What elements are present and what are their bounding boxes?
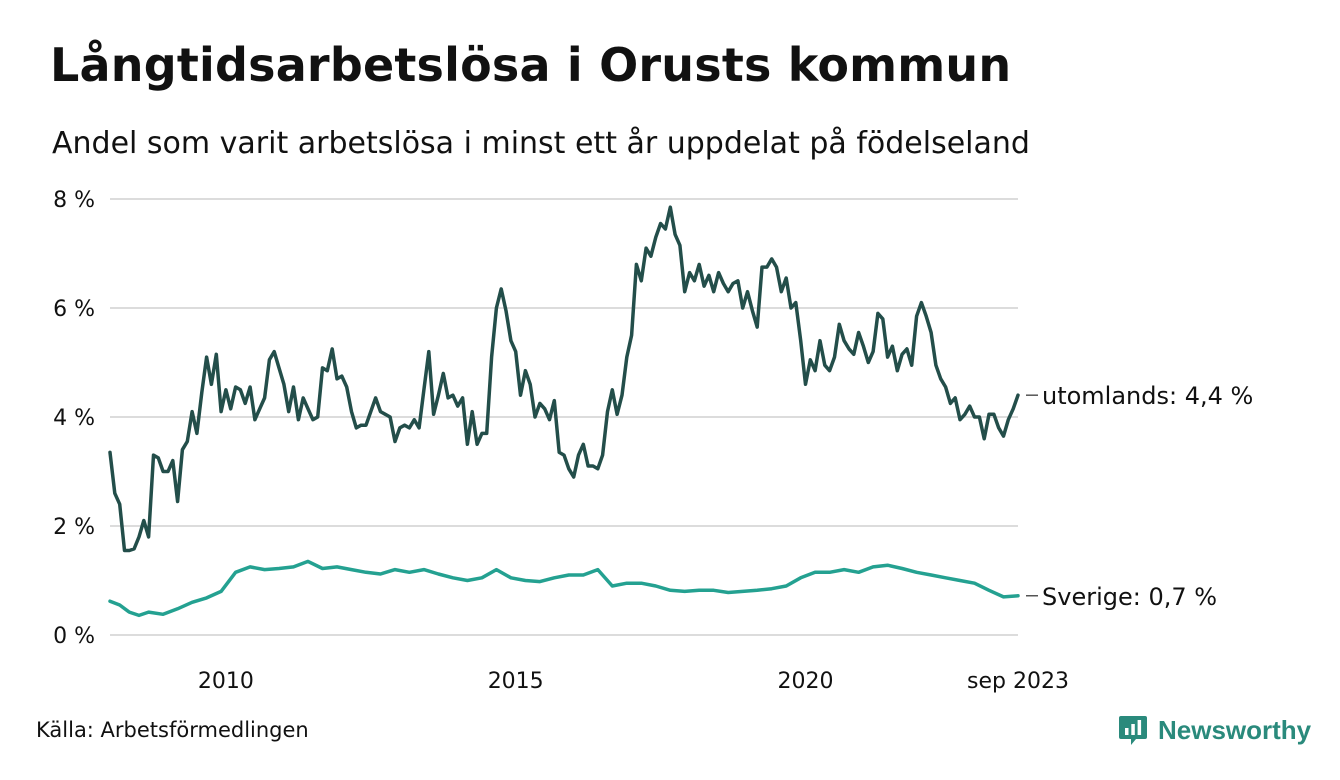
x-tick-label: sep 2023: [967, 669, 1069, 694]
x-tick-label: 2010: [198, 669, 254, 694]
x-tick-label: 2020: [777, 669, 833, 694]
source-note: Källa: Arbetsförmedlingen: [36, 718, 309, 742]
series-line-sverige: [108, 559, 1020, 618]
chart-subtitle: Andel som varit arbetslösa i minst ett å…: [52, 126, 1030, 161]
end-label-sverige: Sverige: 0,7 %: [1042, 583, 1217, 611]
end-label-utomlands: utomlands: 4,4 %: [1042, 382, 1253, 410]
series-end-labels: utomlands: 4,4 % Sverige: 0,7 %: [1026, 382, 1253, 611]
series-line-utomlands: [108, 205, 1020, 553]
y-tick-label: 0 %: [53, 624, 95, 649]
y-axis-ticks: 0 % 2 % 4 % 6 % 8 %: [53, 188, 95, 649]
brand-logo: Newsworthy: [1118, 714, 1311, 746]
y-tick-label: 6 %: [53, 297, 95, 322]
y-tick-label: 8 %: [53, 188, 95, 213]
line-chart: 0 % 2 % 4 % 6 % 8 % 2010 2015 2020 sep 2023 uto…: [53, 188, 1253, 694]
series-lines: [108, 205, 1020, 618]
newsworthy-logo-icon: [1119, 716, 1147, 745]
brand-name: Newsworthy: [1158, 714, 1312, 745]
gridlines: [110, 198, 1018, 636]
y-tick-label: 4 %: [53, 406, 95, 431]
x-tick-label: 2015: [488, 669, 544, 694]
x-axis-ticks: 2010 2015 2020 sep 2023: [198, 669, 1069, 694]
y-tick-label: 2 %: [53, 515, 95, 540]
chart-title: Långtidsarbetslösa i Orusts kommun: [50, 38, 1012, 92]
